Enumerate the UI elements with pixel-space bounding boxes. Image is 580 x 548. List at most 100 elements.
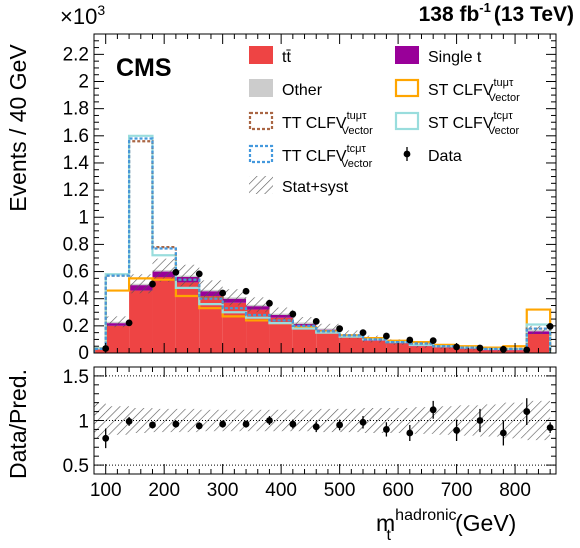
ratio-point bbox=[523, 408, 531, 415]
ratio-point bbox=[242, 420, 250, 428]
stack-bar-ttbar bbox=[105, 325, 130, 353]
ratio-y-axis-label: Data/Pred. bbox=[5, 369, 31, 479]
legend-label-tt_tumutau: TT CLFVtuμτ Vector bbox=[282, 110, 373, 137]
data-point bbox=[406, 336, 414, 344]
stack-bar-ttbar bbox=[152, 276, 176, 353]
legend-swatch-single_t bbox=[395, 46, 419, 64]
ratio-point bbox=[359, 418, 367, 426]
stack-bar-ttbar bbox=[199, 295, 223, 353]
ratio-point bbox=[149, 421, 156, 429]
ratio-point bbox=[336, 421, 344, 429]
ratio-uncertainty-band bbox=[222, 409, 247, 432]
legend-label-data: Data bbox=[428, 148, 462, 165]
data-point bbox=[383, 332, 390, 340]
y-tick-label: 0.4 bbox=[63, 289, 90, 310]
x-tick-label: 700 bbox=[441, 480, 473, 501]
y-tick-label: 1.4 bbox=[63, 153, 90, 174]
legend-label-st_tumutau: ST CLFVtuμτ Vector bbox=[428, 77, 520, 104]
ratio-y-tick-label: 0.5 bbox=[63, 456, 89, 477]
legend-swatch-st_tumutau bbox=[394, 78, 420, 98]
y-tick-label: 0 bbox=[78, 343, 89, 364]
y-tick-label: 1.6 bbox=[63, 126, 89, 147]
ratio-point bbox=[406, 429, 414, 437]
x-tick-label: 100 bbox=[90, 480, 122, 501]
y-tick-label: 0.8 bbox=[63, 234, 89, 255]
ratio-uncertainty-band bbox=[386, 408, 410, 433]
ratio-y-tick-label: 1.5 bbox=[63, 367, 89, 388]
stack-bar-ttbar bbox=[129, 290, 153, 353]
experiment-label: CMS bbox=[116, 54, 172, 82]
legend-swatch-tt_tumutau bbox=[248, 111, 274, 131]
y-tick-label: 1 bbox=[78, 207, 89, 228]
data-point bbox=[312, 317, 320, 325]
x-tick-label: 500 bbox=[324, 480, 356, 501]
ratio-uncertainty-band bbox=[363, 408, 387, 433]
data-point bbox=[195, 270, 203, 278]
ratio-panel: 0.5 1 1.5 100 200 300 400 500 600 700 800 Data/Pre… bbox=[5, 366, 557, 501]
data-point bbox=[336, 325, 344, 333]
data-point bbox=[289, 310, 297, 318]
uncertainty-band bbox=[199, 280, 223, 300]
main-plot-frame bbox=[93, 33, 557, 354]
data-point bbox=[546, 322, 554, 330]
stack-bar-ttbar bbox=[316, 331, 340, 353]
data-point bbox=[149, 280, 156, 288]
ratio-point bbox=[195, 422, 203, 430]
data-point bbox=[429, 337, 437, 345]
ratio-uncertainty-band bbox=[105, 406, 130, 435]
uncertainty-band bbox=[526, 325, 551, 334]
data-point bbox=[266, 299, 273, 307]
legend-label-band: Stat+syst bbox=[282, 179, 349, 196]
uncertainty-band bbox=[316, 323, 340, 334]
legend-label-single_t: Single t bbox=[428, 49, 482, 66]
ratio-uncertainty-band bbox=[433, 406, 457, 435]
legend-swatch-band bbox=[249, 176, 273, 194]
ratio-uncertainty-band bbox=[503, 402, 527, 439]
legend: tt̄ Single t Other ST CLFVtuμτ Vector TT CLFV… bbox=[248, 46, 520, 196]
data-point bbox=[172, 268, 180, 276]
uncertainty-band bbox=[292, 317, 317, 328]
legend-label-tt_tcmutau: TT CLFVtcμτ Vector bbox=[282, 143, 373, 170]
y-multiplier: ×103 bbox=[60, 2, 105, 29]
legend-swatch-st_tcmutau bbox=[394, 111, 420, 131]
ratio-point bbox=[219, 420, 227, 428]
ratio-uncertainty-band bbox=[246, 409, 270, 432]
ratio-uncertainty-band bbox=[152, 408, 176, 433]
ratio-uncertainty-band bbox=[456, 405, 480, 436]
data-point bbox=[476, 344, 484, 352]
stack-bar-ttbar bbox=[339, 336, 364, 353]
legend-swatch-other bbox=[249, 79, 273, 97]
ratio-point bbox=[546, 424, 554, 432]
uncertainty-band bbox=[222, 289, 247, 306]
stack-bar-ttbar bbox=[292, 325, 317, 353]
x-axis-title: mhadronic t (GeV) bbox=[376, 507, 516, 544]
legend-swatch-tt_tcmutau bbox=[248, 144, 274, 164]
ratio-uncertainty-band bbox=[129, 408, 153, 433]
x-tick-label: 600 bbox=[382, 480, 414, 501]
uncertainty-band bbox=[105, 316, 130, 328]
stack-bar-ttbar bbox=[363, 340, 387, 353]
uncertainty-band bbox=[246, 297, 270, 313]
stack-bar-ttbar bbox=[94, 349, 106, 353]
signal-line-tt_tcmutau bbox=[94, 137, 552, 353]
ratio-point bbox=[383, 426, 390, 433]
legend-swatch-data bbox=[403, 150, 411, 158]
ratio-point bbox=[499, 429, 507, 437]
stack-bar-ttbar bbox=[175, 282, 200, 353]
lumi-text: 138 fb-1 (13 TeV) bbox=[419, 0, 574, 26]
uncertainty-band bbox=[175, 264, 200, 287]
data-point bbox=[242, 287, 250, 295]
x-tick-label: 200 bbox=[148, 480, 180, 501]
y-tick-label: 2.2 bbox=[63, 44, 89, 65]
y-tick-label: 0.2 bbox=[63, 316, 89, 337]
y-tick-label: 2 bbox=[78, 72, 89, 93]
data-point bbox=[125, 319, 133, 327]
x-tick-label: 400 bbox=[265, 480, 297, 501]
ratio-point bbox=[453, 426, 460, 434]
ratio-uncertainty-band bbox=[269, 409, 293, 432]
ratio-point bbox=[266, 417, 273, 424]
y-tick-label: 1.8 bbox=[63, 99, 89, 120]
main-histogram-panel: 0 0.2 0.4 0.6 0.8 1 1.2 1.4 1.6 1.8 2 2.2 Events / … bbox=[5, 33, 557, 364]
ratio-point bbox=[172, 420, 180, 428]
x-tick-label: 800 bbox=[499, 480, 531, 501]
